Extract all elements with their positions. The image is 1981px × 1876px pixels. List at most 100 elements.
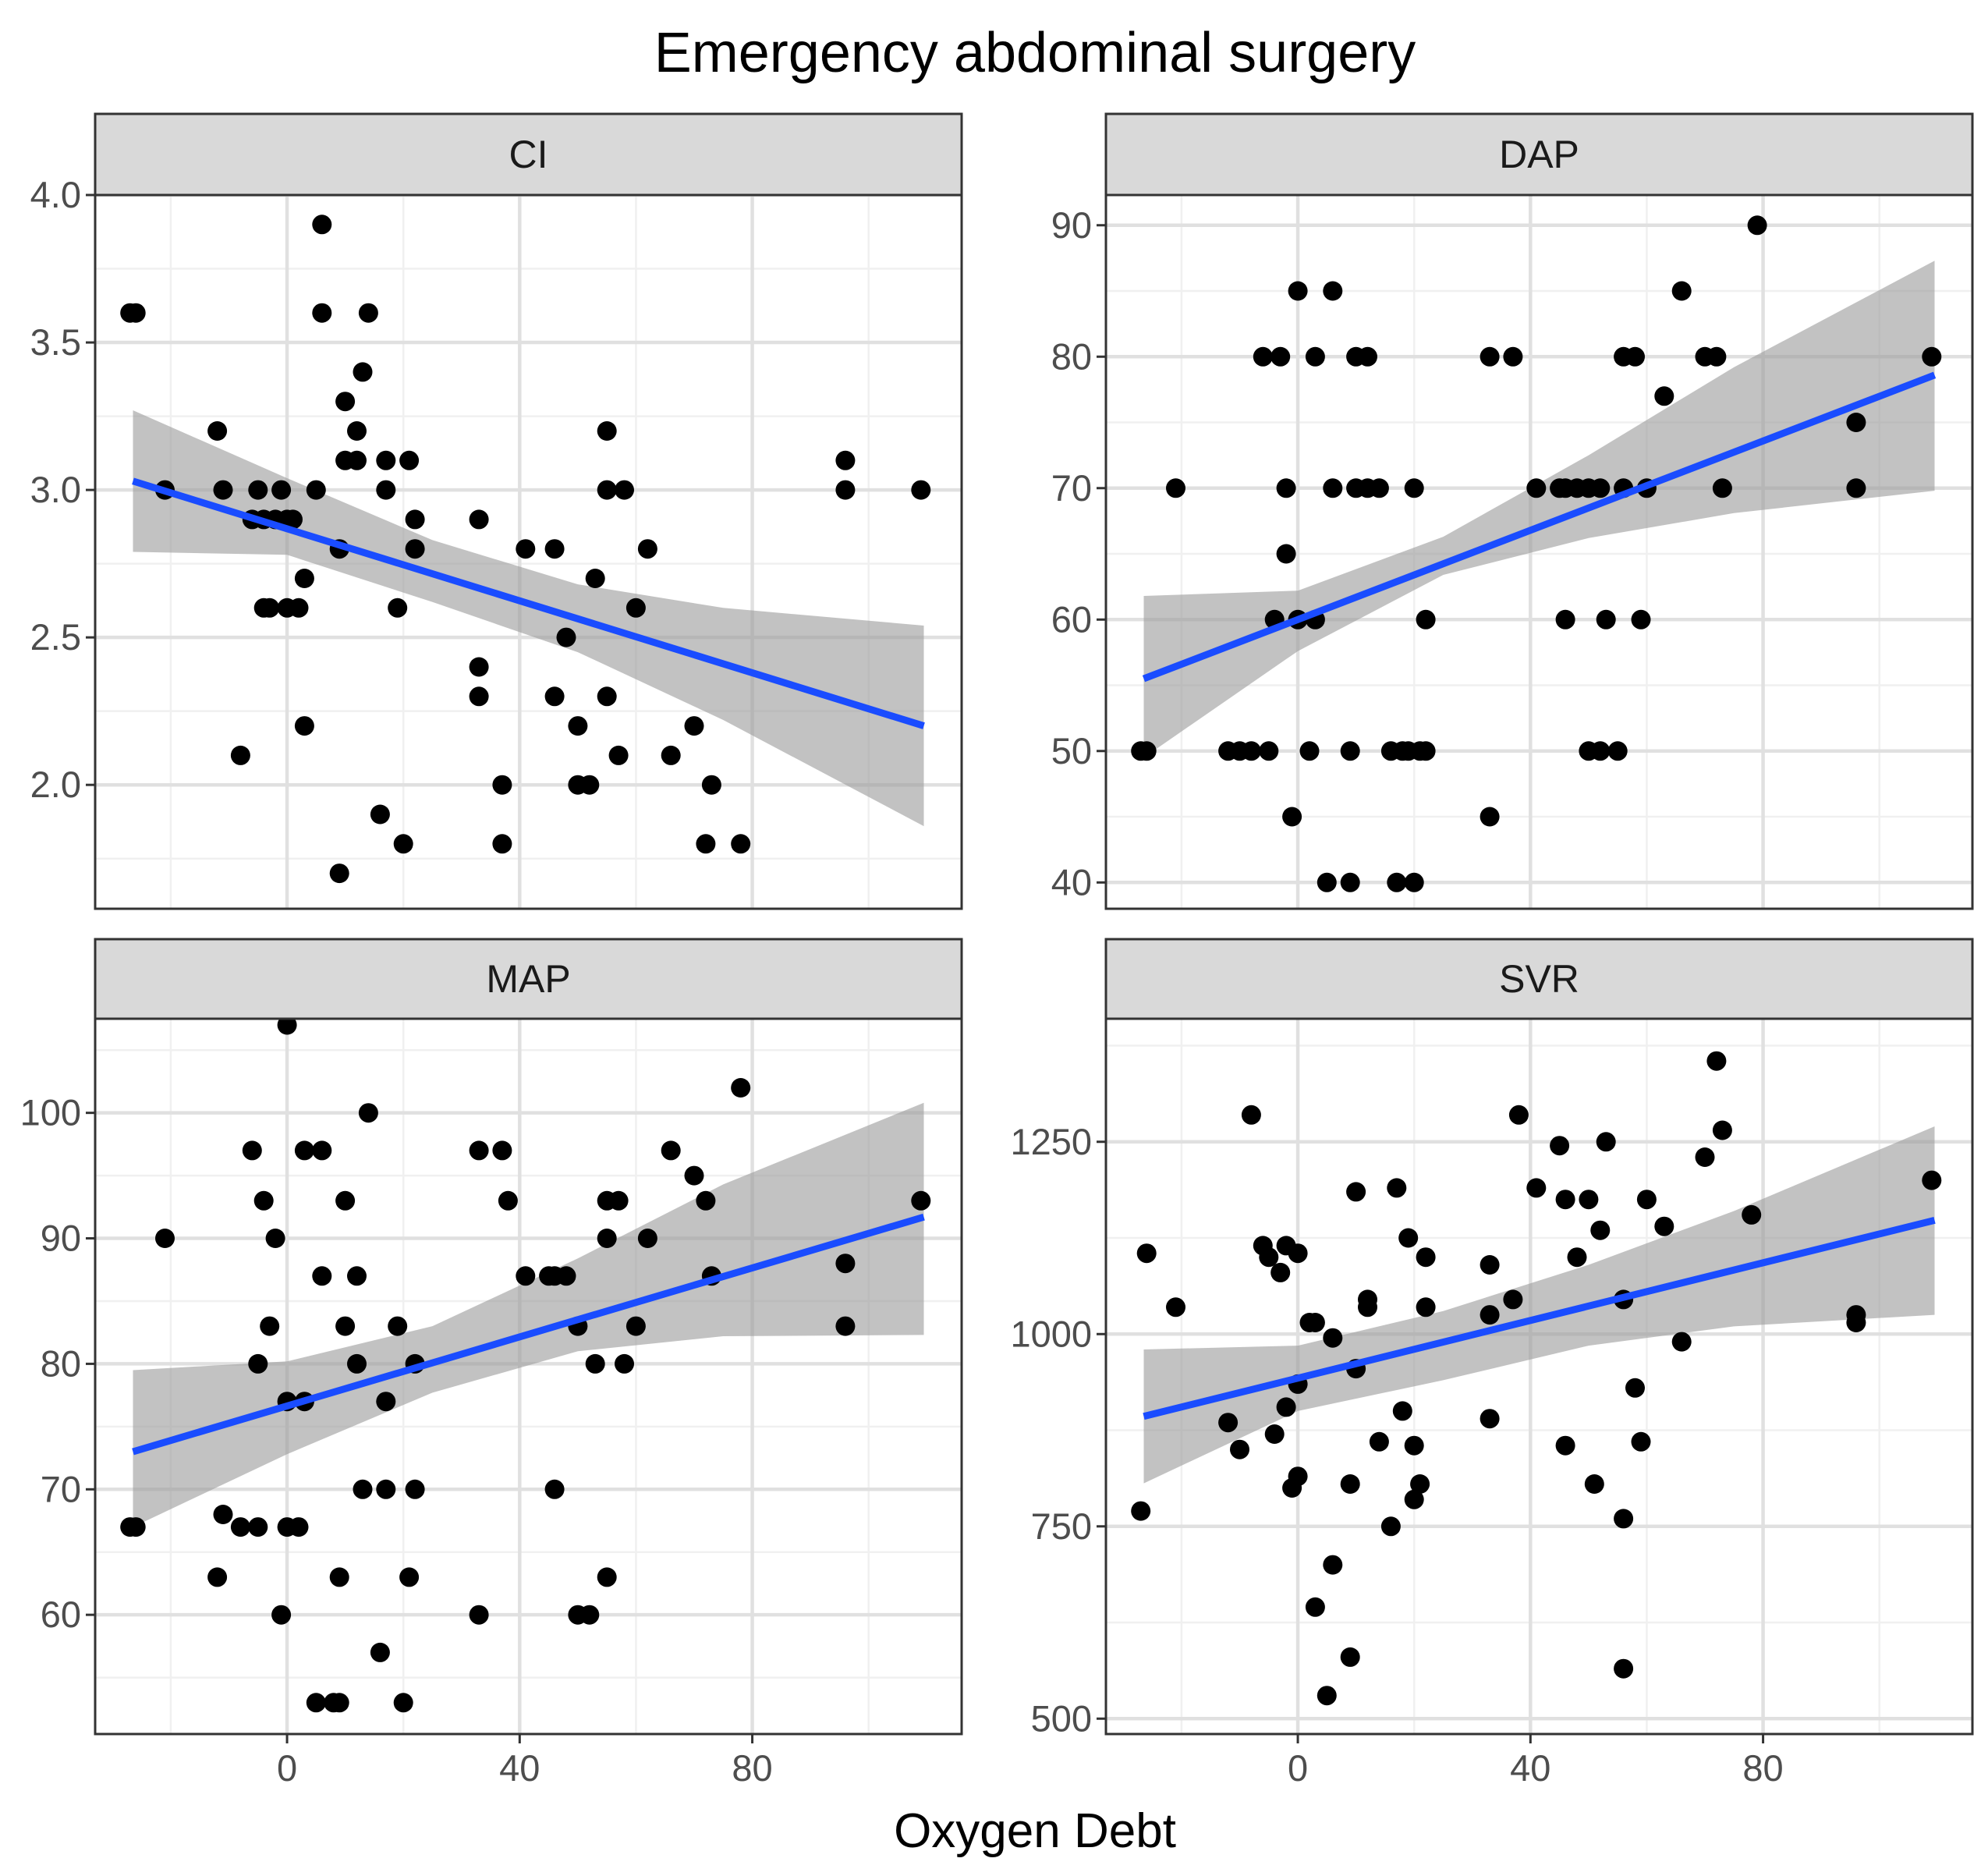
ci-data-point bbox=[579, 775, 600, 795]
dap-data-point bbox=[1625, 346, 1645, 367]
dap-data-point bbox=[1340, 872, 1360, 892]
map-data-point bbox=[376, 1392, 396, 1412]
ci-data-point bbox=[260, 598, 280, 618]
svr-x-tick-label: 80 bbox=[1742, 1747, 1783, 1789]
map-data-point bbox=[277, 1015, 297, 1035]
svr-data-point bbox=[1317, 1686, 1337, 1706]
ci-data-point bbox=[329, 864, 349, 884]
ci-data-point bbox=[469, 509, 489, 530]
svr-data-point bbox=[1346, 1182, 1366, 1202]
ci-data-point bbox=[835, 450, 856, 470]
svr-data-point bbox=[1131, 1501, 1151, 1521]
svr-data-point bbox=[1480, 1409, 1500, 1429]
dap-plot-area bbox=[1106, 195, 1972, 909]
svr-y-tick-label: 500 bbox=[1031, 1697, 1092, 1739]
svr-data-point bbox=[1264, 1424, 1285, 1444]
ci-data-point bbox=[393, 834, 413, 854]
dap-data-point bbox=[1259, 741, 1279, 761]
svr-data-point bbox=[1508, 1105, 1529, 1125]
x-axis-title: Oxygen Debt bbox=[894, 1804, 1176, 1858]
svr-y-tick-label: 750 bbox=[1031, 1505, 1092, 1547]
svr-strip-label: SVR bbox=[1499, 957, 1579, 1001]
dap-strip bbox=[1104, 112, 1974, 197]
dap-data-point bbox=[1590, 478, 1611, 498]
dap-data-point bbox=[1270, 346, 1291, 367]
svr-data-point bbox=[1922, 1170, 1942, 1190]
map-data-point bbox=[492, 1140, 512, 1161]
map-data-point bbox=[469, 1140, 489, 1161]
map-data-point bbox=[353, 1479, 373, 1499]
ci-y-tick-label: 3.0 bbox=[30, 469, 81, 510]
map-data-point bbox=[207, 1567, 228, 1587]
map-data-point bbox=[260, 1316, 280, 1336]
ci-data-point bbox=[544, 686, 565, 707]
svr-x-tick-label: 0 bbox=[1288, 1747, 1308, 1789]
map-data-point bbox=[498, 1190, 518, 1211]
ci-data-point bbox=[294, 716, 314, 736]
map-data-point bbox=[393, 1693, 413, 1713]
map-data-point bbox=[294, 1140, 314, 1161]
map-data-point bbox=[271, 1605, 292, 1625]
dap-data-point bbox=[1323, 478, 1343, 498]
map-data-point bbox=[213, 1505, 233, 1524]
ci-y-tick-label: 2.0 bbox=[30, 764, 81, 805]
ci-data-point bbox=[207, 421, 228, 441]
map-data-point bbox=[835, 1316, 856, 1336]
map-data-point bbox=[911, 1190, 931, 1211]
map-data-point bbox=[516, 1266, 536, 1286]
svr-data-point bbox=[1706, 1051, 1727, 1071]
map-data-point bbox=[358, 1103, 378, 1123]
map-data-point bbox=[230, 1517, 250, 1537]
ci-data-point bbox=[126, 303, 146, 323]
dap-data-point bbox=[1288, 281, 1308, 301]
panel-ci: CI 2.0 2.5 3.0 3.5 4.0 bbox=[30, 112, 963, 910]
dap-data-point bbox=[1241, 741, 1261, 761]
dap-y-tick-label: 40 bbox=[1051, 861, 1092, 903]
svr-data-point bbox=[1259, 1247, 1279, 1268]
svr-x-tick-label: 40 bbox=[1510, 1747, 1550, 1789]
svr-data-point bbox=[1136, 1243, 1157, 1264]
dap-data-point bbox=[1416, 609, 1436, 629]
dap-y-tick-label: 60 bbox=[1051, 598, 1092, 640]
svr-data-point bbox=[1671, 1332, 1692, 1352]
map-data-point bbox=[399, 1567, 420, 1587]
svr-data-point bbox=[1230, 1439, 1249, 1459]
dap-y-tick-label: 70 bbox=[1051, 467, 1092, 509]
dap-data-point bbox=[1323, 281, 1343, 301]
svr-data-point bbox=[1567, 1247, 1587, 1268]
dap-data-point bbox=[1404, 872, 1424, 892]
ci-data-point bbox=[353, 362, 373, 382]
svr-data-point bbox=[1305, 1597, 1325, 1617]
map-data-point bbox=[155, 1229, 175, 1248]
map-data-point bbox=[335, 1316, 356, 1336]
map-data-point bbox=[684, 1165, 704, 1186]
svr-data-point bbox=[1625, 1378, 1645, 1398]
map-data-point bbox=[126, 1517, 146, 1537]
ci-data-point bbox=[312, 215, 332, 235]
ci-data-point bbox=[469, 686, 489, 707]
panel-dap: DAP 40 50 60 70 80 90 bbox=[1051, 112, 1974, 910]
dap-data-point bbox=[1631, 609, 1651, 629]
map-data-point bbox=[329, 1693, 349, 1713]
dap-data-point bbox=[1503, 346, 1523, 367]
ci-data-point bbox=[597, 421, 617, 441]
map-x-tick-label: 40 bbox=[499, 1747, 540, 1789]
map-data-point bbox=[405, 1479, 425, 1499]
ci-data-point bbox=[585, 569, 605, 588]
svr-fit-line bbox=[1143, 1216, 1936, 1420]
ci-data-point bbox=[399, 450, 420, 470]
ci-data-point bbox=[568, 716, 588, 736]
svr-data-point bbox=[1550, 1136, 1570, 1156]
svr-data-point bbox=[1596, 1132, 1616, 1152]
ci-data-point bbox=[911, 480, 931, 500]
dap-data-point bbox=[1253, 346, 1273, 367]
svr-data-point bbox=[1398, 1228, 1419, 1248]
map-data-point bbox=[556, 1266, 576, 1286]
map-x-tick-label: 0 bbox=[277, 1747, 297, 1789]
svr-data-point bbox=[1584, 1474, 1604, 1494]
dap-y-tick-label: 90 bbox=[1051, 204, 1092, 246]
map-data-point bbox=[585, 1353, 605, 1374]
svr-data-point bbox=[1358, 1297, 1377, 1317]
map-data-point bbox=[306, 1693, 326, 1713]
